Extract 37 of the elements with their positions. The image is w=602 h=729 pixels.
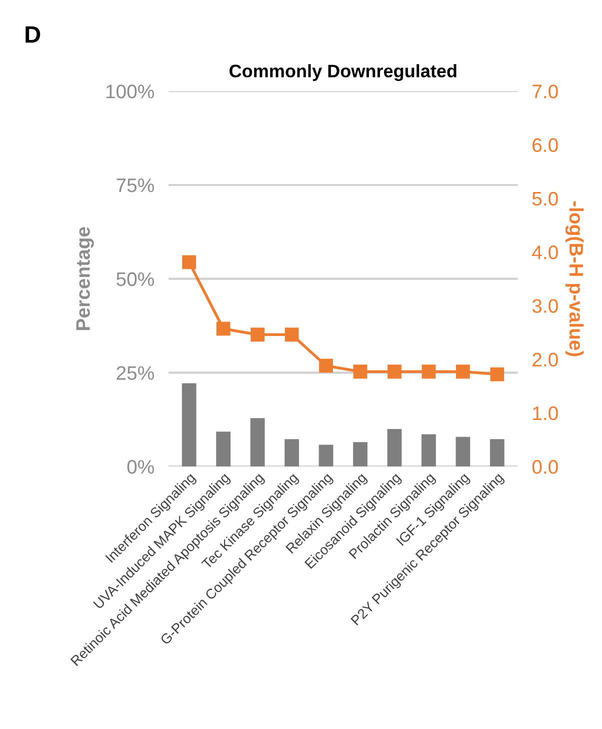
y-tick-label: 25%: [116, 366, 154, 380]
point: [216, 322, 230, 336]
y2-tick-label: 2.0: [532, 352, 558, 367]
y2-tick-label: 4.0: [532, 245, 558, 260]
point: [490, 367, 504, 382]
point: [250, 328, 265, 342]
y2-tick-label: 1.0: [533, 406, 558, 420]
y-tick-label: 50%: [116, 272, 154, 286]
bar: [353, 442, 368, 467]
bar: [284, 439, 299, 467]
y2-tick-label: 6.0: [532, 138, 558, 152]
point: [353, 364, 368, 379]
bar: [250, 418, 265, 467]
bar: [182, 383, 196, 467]
bar: [490, 439, 504, 467]
y2-tick-label: 0.0: [532, 460, 558, 474]
bar: [387, 429, 402, 467]
point: [284, 328, 299, 342]
chart-title: Commonly Downregulated: [230, 64, 456, 82]
point: [388, 364, 402, 379]
text: D: [26, 26, 40, 43]
point: [456, 364, 470, 379]
point: [182, 255, 196, 270]
y-tick-label: 100%: [106, 84, 154, 98]
y2-tick-label: 3.0: [532, 299, 558, 313]
bar: [456, 436, 470, 467]
y-tick-label: 0%: [127, 460, 154, 474]
point: [422, 364, 436, 379]
bar: [216, 432, 231, 467]
y-axis-title: Percentage: [76, 227, 94, 330]
bar: [422, 434, 436, 467]
point: [319, 358, 333, 373]
y-tick-label: 75%: [116, 178, 154, 192]
y2-axis-title: -log(B-H p-value): [565, 201, 584, 356]
y2-tick-label: 5.0: [532, 192, 558, 206]
bar: [318, 444, 334, 467]
y2-tick-label: 7.0: [532, 84, 558, 98]
